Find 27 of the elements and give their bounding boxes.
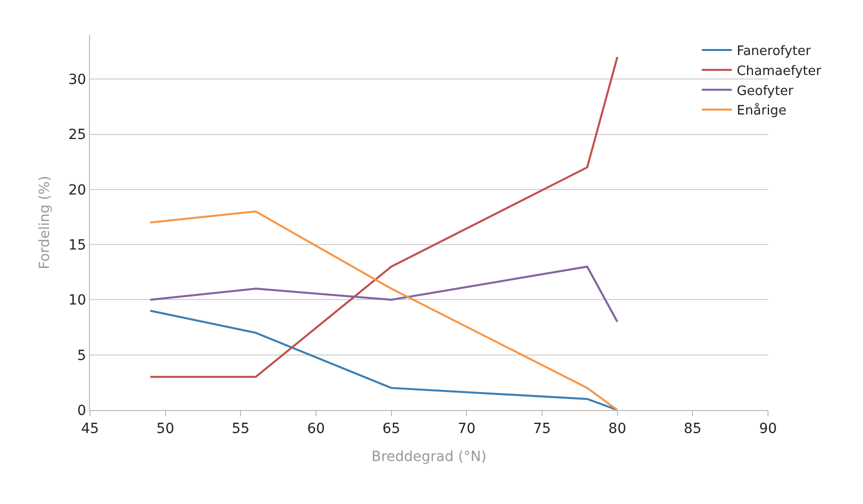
y-tick-label: 25	[68, 127, 86, 144]
y-tick-label: 5	[77, 348, 86, 364]
x-tick-label: 70	[458, 420, 476, 437]
y-tick-label: 30	[68, 72, 86, 88]
x-axis-title: Breddegrad (°N)	[371, 449, 487, 466]
y-axis-title: Fordeling (%)	[36, 176, 53, 270]
line-series	[149, 210, 618, 410]
legend-label: Chamaefyter	[736, 64, 822, 79]
line-series	[149, 266, 618, 323]
x-tick-label: 65	[382, 420, 400, 437]
legend-label: Enårige	[736, 102, 786, 119]
x-tick-label: 50	[156, 420, 174, 437]
x-tick-label: 80	[608, 420, 626, 437]
y-tick-label: 15	[68, 237, 86, 254]
x-tick-label: 85	[684, 420, 702, 437]
x-tick-label: 60	[307, 420, 325, 437]
x-tick-label: 90	[759, 420, 777, 437]
legend-label: Fanerofyter	[736, 44, 812, 60]
line-series	[149, 310, 618, 410]
x-tick-label: 45	[81, 420, 99, 437]
x-tick-label: 75	[533, 420, 551, 437]
legend-label: Geofyter	[736, 84, 794, 99]
line-series	[149, 56, 618, 378]
x-tick-label: 55	[232, 420, 250, 437]
y-tick-label: 0	[77, 402, 86, 419]
y-tick-label: 20	[68, 182, 86, 198]
y-tick-label: 10	[68, 292, 86, 309]
